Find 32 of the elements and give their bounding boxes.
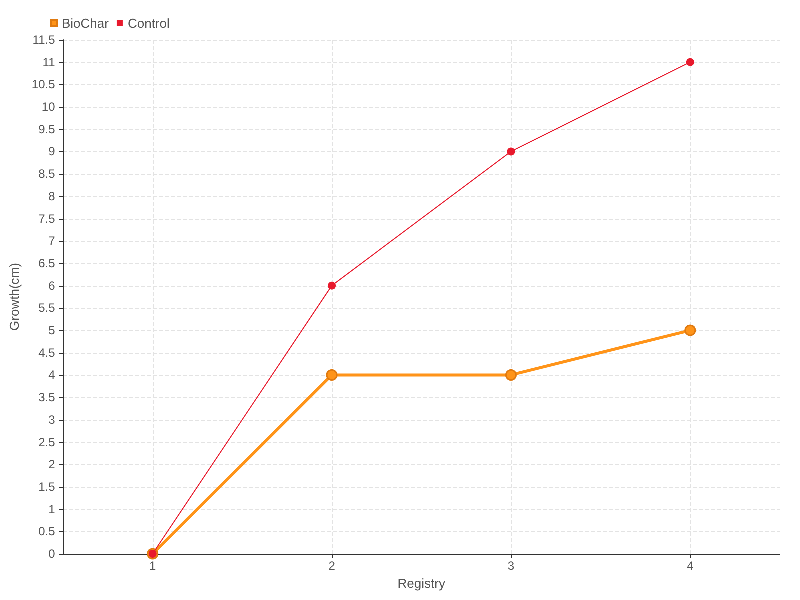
- y-tick-label: 7.5: [38, 212, 56, 226]
- y-tick-label: 4: [48, 368, 56, 382]
- y-tick-label: 2.5: [38, 435, 56, 450]
- y-tick-label: 7: [48, 234, 56, 248]
- y-tick-label: 3: [48, 412, 56, 427]
- y-tick-label: 10.5: [32, 78, 56, 92]
- y-tick-label: 0.5: [38, 524, 56, 539]
- y-tick-label: 9.5: [38, 122, 56, 136]
- y-tick-label: 9: [48, 144, 56, 159]
- legend-label: Control: [128, 16, 170, 31]
- y-tick-label: 6.5: [38, 256, 56, 270]
- y-tick-label: 5.5: [38, 301, 56, 316]
- y-tick-label: 5: [48, 324, 56, 338]
- y-tick-label: 8: [48, 189, 56, 204]
- y-tick-label: 11: [42, 55, 56, 70]
- x-tick-label: 1: [150, 559, 157, 573]
- y-tick-label: 10: [42, 100, 56, 114]
- y-tick-label: 1.5: [38, 480, 56, 494]
- y-tick-label: 2: [48, 458, 56, 472]
- y-tick-label: 6: [48, 278, 56, 293]
- y-tick-label: 11.5: [32, 33, 56, 47]
- y-tick-label: 1: [48, 502, 56, 516]
- x-tick-label: 4: [687, 559, 694, 573]
- legend-label: BioChar: [62, 16, 110, 31]
- y-tick-label: 0: [48, 547, 56, 561]
- x-tick-label: 2: [328, 559, 336, 573]
- y-tick-label: 3.5: [38, 390, 56, 405]
- x-axis-title: Registry: [398, 576, 446, 591]
- x-tick-label: 3: [508, 559, 515, 573]
- y-tick-label: 8.5: [38, 167, 56, 182]
- y-tick-label: 4.5: [38, 346, 56, 360]
- y-axis-title: Growth(cm): [7, 263, 22, 331]
